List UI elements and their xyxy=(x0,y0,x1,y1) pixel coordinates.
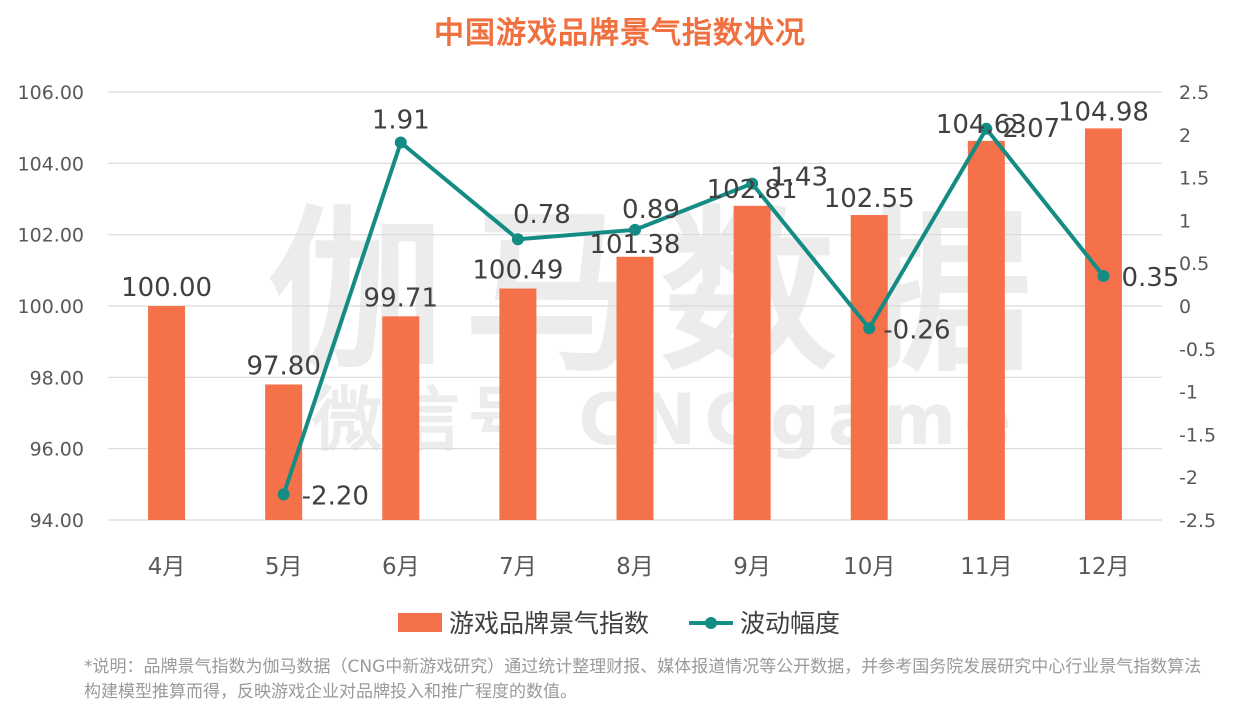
bar xyxy=(616,256,654,520)
y-right-tick-label: 1.5 xyxy=(1179,168,1209,190)
bar-data-label: 102.55 xyxy=(824,184,915,214)
y-right-tick-label: -2.5 xyxy=(1179,510,1216,532)
bar xyxy=(733,205,771,520)
bar xyxy=(382,316,420,520)
line-point xyxy=(511,233,524,246)
x-tick-label: 9月 xyxy=(733,554,771,580)
y-left-tick-label: 106.00 xyxy=(18,82,84,104)
legend-label-line: 波动幅度 xyxy=(740,609,840,638)
line-data-label: -0.26 xyxy=(883,315,950,345)
line-data-label: 0.89 xyxy=(622,195,680,225)
legend-swatch-bar xyxy=(398,613,442,632)
y-left-tick-label: 94.00 xyxy=(30,510,84,532)
footnote: *说明：品牌景气指数为伽马数据（CNG中新游戏研究）通过统计整理财报、媒体报道情… xyxy=(84,657,1202,702)
line-point xyxy=(394,136,407,149)
x-tick-label: 7月 xyxy=(499,554,537,580)
line-point xyxy=(629,223,641,236)
bar-data-label: 100.00 xyxy=(121,273,212,303)
y-left-tick-label: 96.00 xyxy=(30,439,84,461)
bar xyxy=(1084,128,1122,520)
bar xyxy=(967,140,1005,520)
x-tick-label: 11月 xyxy=(960,554,1012,580)
bar-data-label: 97.80 xyxy=(246,351,320,381)
y-left-tick-label: 102.00 xyxy=(18,225,84,247)
chart-title: 中国游戏品牌景气指数状况 xyxy=(434,16,806,51)
line-point xyxy=(863,322,876,335)
line-point xyxy=(1097,270,1110,283)
line-data-label: 1.91 xyxy=(372,106,430,136)
x-tick-label: 5月 xyxy=(265,554,303,580)
y-right-tick-label: -0.5 xyxy=(1179,339,1216,361)
x-tick-label: 8月 xyxy=(616,554,654,580)
y-left-tick-label: 104.00 xyxy=(18,153,84,175)
y-right-tick-label: -1 xyxy=(1179,382,1198,404)
line-data-label: 0.78 xyxy=(513,200,571,230)
line-point xyxy=(980,122,993,135)
bar xyxy=(850,215,888,521)
y-right-tick-label: 0.5 xyxy=(1179,253,1209,275)
line-data-label: 1.43 xyxy=(770,163,828,193)
bar-data-label: 100.49 xyxy=(472,256,563,286)
bar-data-label: 102.81 xyxy=(707,175,798,205)
y-right-tick-label: 1 xyxy=(1179,210,1191,232)
y-right-tick-label: 0 xyxy=(1179,296,1191,318)
bar-data-label: 99.71 xyxy=(364,283,438,313)
x-tick-label: 10月 xyxy=(843,554,895,580)
x-tick-label: 6月 xyxy=(382,554,420,580)
bar xyxy=(499,288,537,520)
x-tick-label: 4月 xyxy=(148,554,186,580)
x-tick-label: 12月 xyxy=(1077,554,1129,580)
line-series xyxy=(281,126,1106,495)
bar-data-label: 104.63 xyxy=(936,110,1027,140)
line-data-label: 2.07 xyxy=(1002,114,1060,144)
line-point xyxy=(277,488,290,501)
chart-area: 94.00 96.00 98.00 100.00 102.00 104.00 106.00 -… xyxy=(18,82,1217,638)
line-point xyxy=(746,177,759,190)
y-right-tick-label: 2.5 xyxy=(1179,82,1209,104)
y-left-tick-label: 98.00 xyxy=(30,367,84,389)
line-data-label: 0.35 xyxy=(1121,263,1179,293)
legend-label-bar: 游戏品牌景气指数 xyxy=(449,609,649,638)
y-left-tick-label: 100.00 xyxy=(18,296,84,318)
legend-marker-line xyxy=(705,617,717,629)
y-right-tick-label: -2 xyxy=(1179,467,1198,489)
line-data-label: -2.20 xyxy=(302,481,369,511)
y-right-tick-label: -1.5 xyxy=(1179,424,1216,446)
bar xyxy=(148,306,186,520)
bar-data-label: 104.98 xyxy=(1058,97,1149,127)
bar-data-label: 101.38 xyxy=(590,230,681,260)
y-right-tick-label: 2 xyxy=(1179,125,1191,147)
